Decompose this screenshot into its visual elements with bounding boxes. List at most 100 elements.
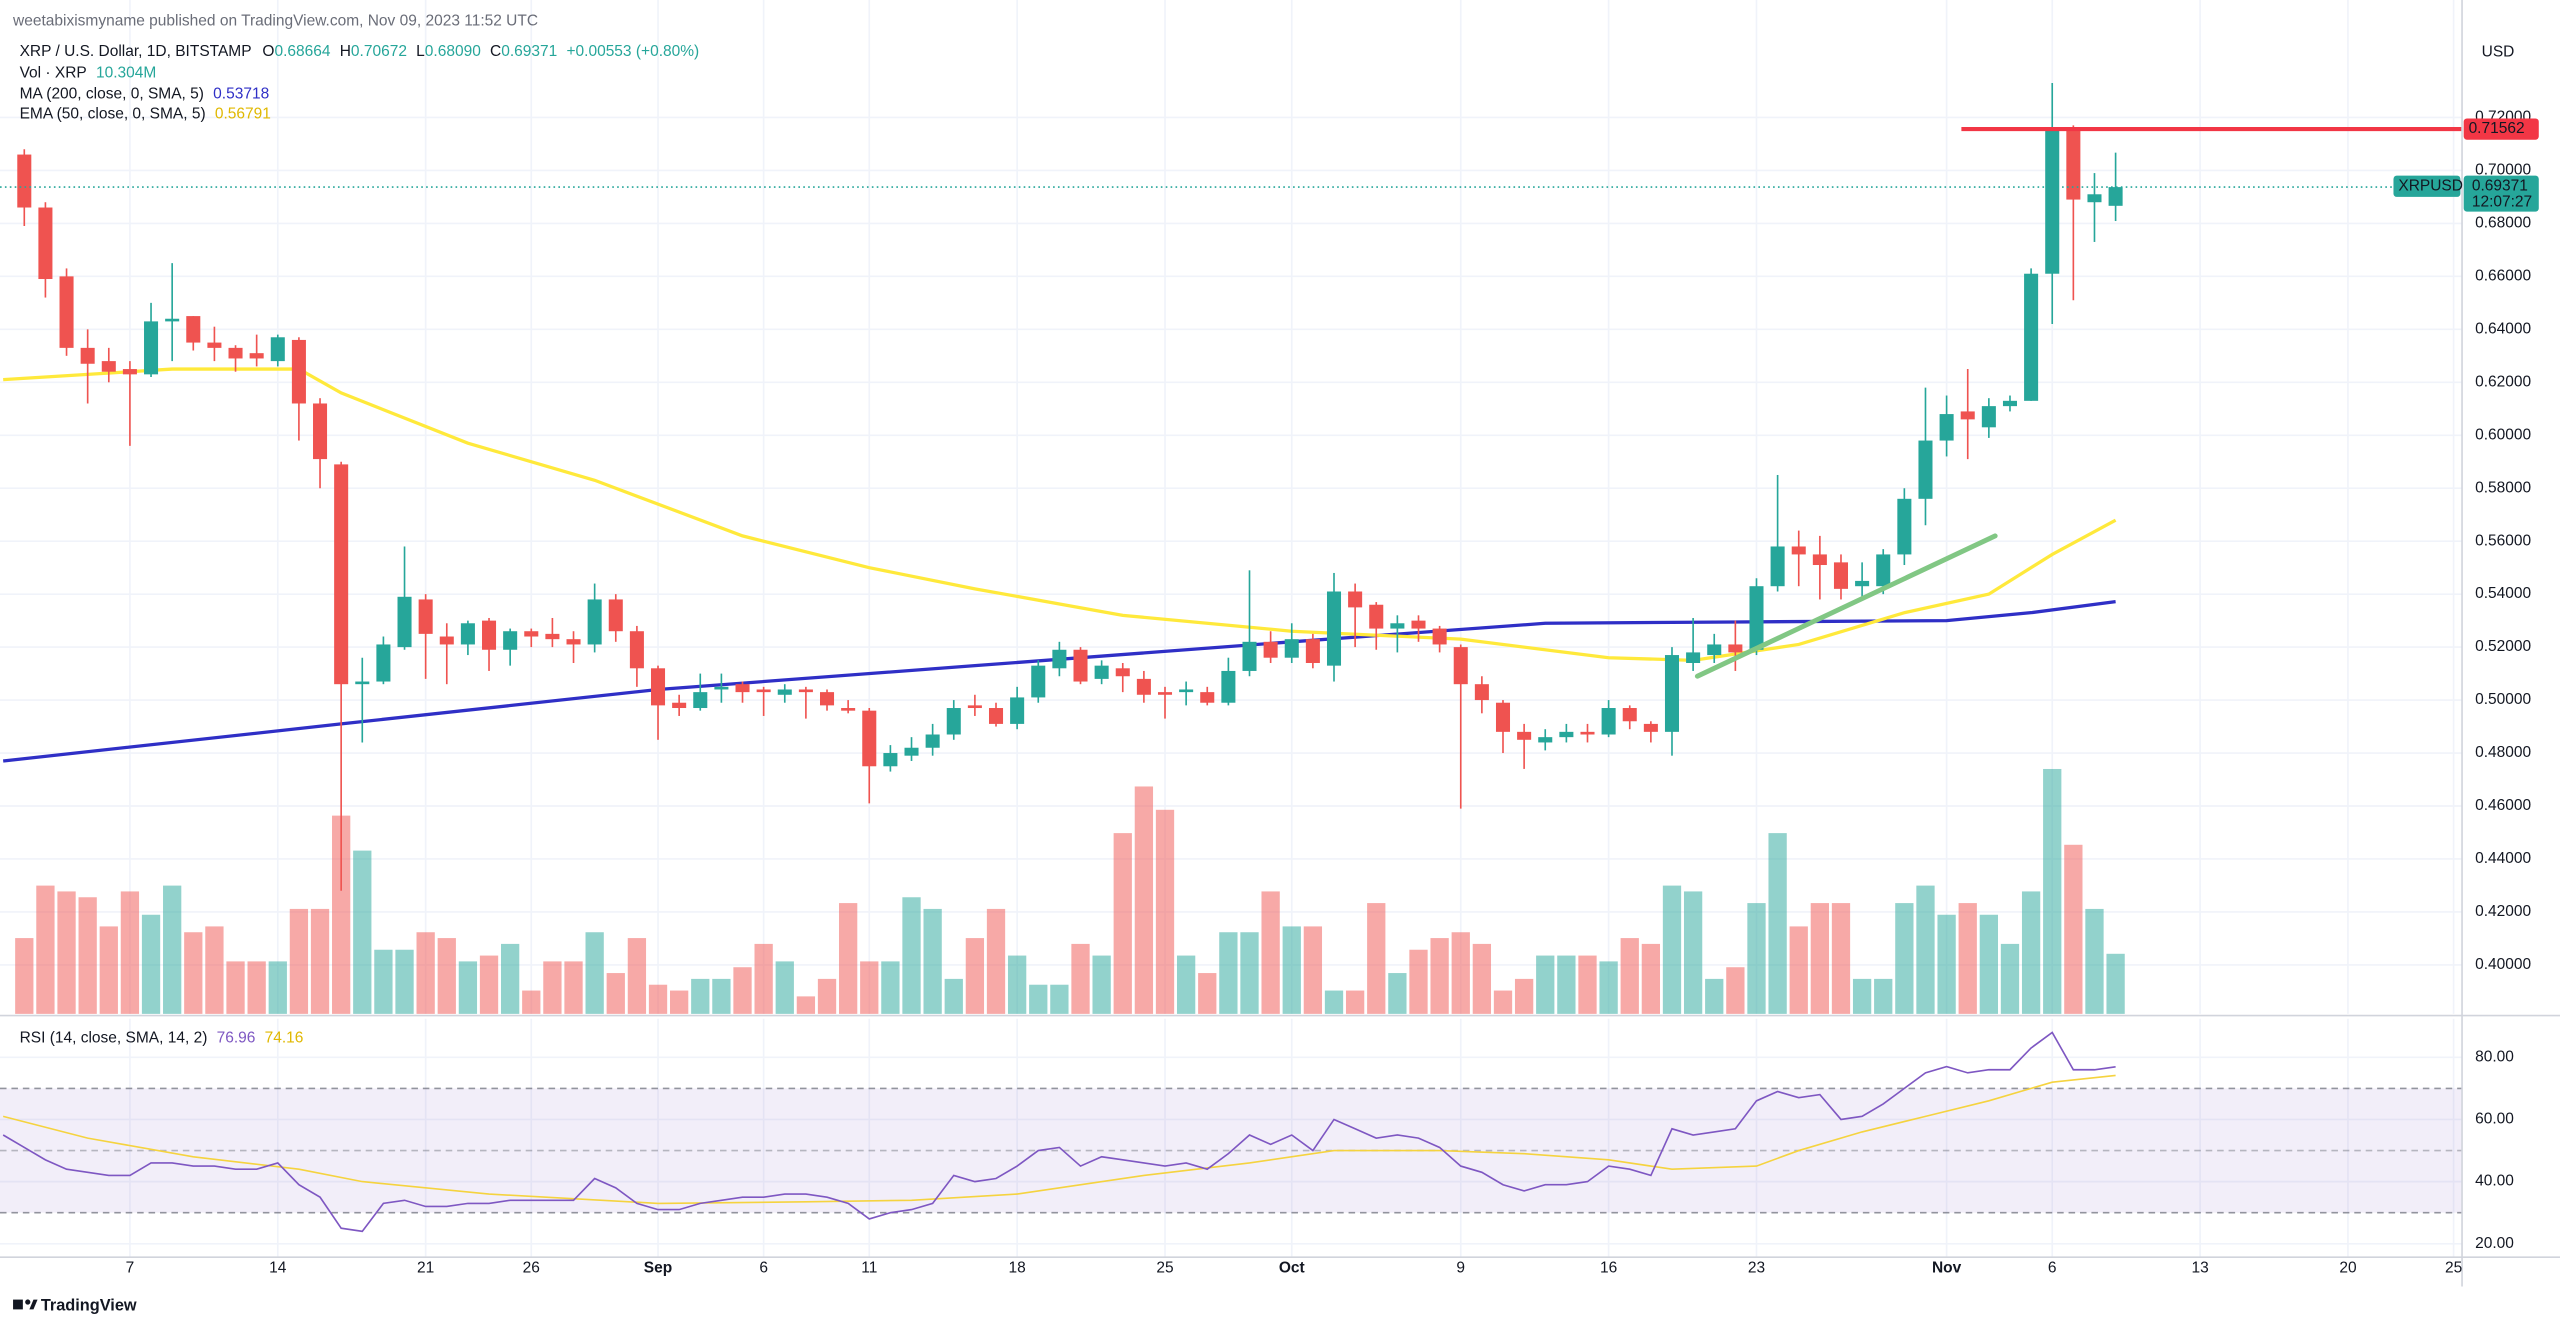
candle-body xyxy=(439,636,454,645)
candle-body xyxy=(1643,723,1658,732)
volume-bar xyxy=(395,949,414,1014)
legend-volume: Vol · XRP 10.304M xyxy=(20,65,157,82)
candle-body xyxy=(17,154,32,208)
x-tick-label: Sep xyxy=(644,1260,672,1277)
symbol-box xyxy=(2393,175,2461,197)
brand-name: TradingView xyxy=(41,1296,137,1314)
y-tick-label: 20.00 xyxy=(2475,1235,2514,1252)
candle-body xyxy=(1200,692,1215,703)
candle-body xyxy=(967,705,982,709)
volume-bar xyxy=(437,938,456,1014)
x-tick-label: 11 xyxy=(861,1260,877,1277)
volume-bar xyxy=(1493,990,1513,1014)
candle-body xyxy=(1664,655,1680,732)
last-price-box xyxy=(2463,175,2539,212)
volume-bar xyxy=(2064,844,2083,1014)
legend-value: 0.56791 xyxy=(215,105,271,122)
volume-bar xyxy=(606,973,625,1014)
volume-bar xyxy=(205,926,224,1014)
candle-body xyxy=(334,464,349,685)
logo-part xyxy=(29,1299,38,1310)
volume-bar xyxy=(2043,768,2062,1014)
candle-body xyxy=(2045,128,2060,274)
candle-body xyxy=(946,708,961,735)
candle-body xyxy=(503,631,518,650)
ohlc-key: O xyxy=(262,43,274,60)
volume-bar xyxy=(2085,908,2104,1014)
volume-bar xyxy=(817,978,837,1014)
legend-ma: MA (200, close, 0, SMA, 5) 0.53718 xyxy=(20,86,270,103)
candle-body xyxy=(1812,554,1827,566)
x-tick-label: 25 xyxy=(2445,1260,2462,1277)
y-tick-label: 80.00 xyxy=(2475,1048,2514,1065)
legend-name: MA (200, close, 0, SMA, 5) xyxy=(20,86,204,103)
volume-bar xyxy=(838,903,858,1014)
price-label: 0.71562 xyxy=(2469,120,2525,137)
publisher: weetabixismyname published on TradingVie… xyxy=(12,12,538,29)
volume-bar xyxy=(1430,938,1449,1014)
legend-value: 76.96 xyxy=(217,1029,256,1046)
y-tick-label: 0.68000 xyxy=(2475,215,2531,232)
volume-bar xyxy=(1810,903,1830,1014)
volume-bar xyxy=(374,949,393,1014)
candle-body xyxy=(355,681,370,685)
y-tick-label: 0.50000 xyxy=(2475,691,2531,708)
candle-body xyxy=(1876,554,1891,587)
volume-bar xyxy=(479,955,499,1014)
y-tick-label: 0.42000 xyxy=(2475,903,2531,920)
candle-body xyxy=(313,403,328,460)
volume-bar xyxy=(141,914,161,1014)
candle-body xyxy=(1031,665,1046,698)
candle-body xyxy=(2108,187,2123,206)
candle-body xyxy=(270,337,285,362)
legend-ema: EMA (50, close, 0, SMA, 5) 0.56791 xyxy=(20,105,271,122)
volume-bar xyxy=(1662,885,1682,1014)
volume-bar xyxy=(1261,891,1280,1014)
candle-body xyxy=(38,207,53,280)
candle-body xyxy=(122,369,137,375)
candle-body xyxy=(1939,414,1954,441)
x-tick-label: 16 xyxy=(1600,1260,1617,1277)
candle-body xyxy=(59,276,74,348)
candle-body xyxy=(165,318,180,322)
legend-main: XRP / U.S. Dollar, 1D, BITSTAMP O0.68664… xyxy=(20,43,700,60)
volume-bar xyxy=(310,908,330,1014)
ohlc-value: 0.69371 xyxy=(501,43,557,60)
volume-bar xyxy=(15,938,34,1014)
volume-bar xyxy=(1599,961,1618,1014)
volume-bar xyxy=(1789,926,1808,1014)
volume-bar xyxy=(902,897,921,1014)
candle-body xyxy=(1432,628,1447,645)
overlay-layer xyxy=(0,127,2463,679)
volume-bar xyxy=(1367,903,1386,1014)
volume-bar xyxy=(1874,978,1893,1014)
volume-bar xyxy=(1282,926,1301,1014)
logo-part xyxy=(13,1299,23,1310)
candle-body xyxy=(1897,498,1912,555)
volume-bar xyxy=(247,961,266,1014)
y-tick-label: 40.00 xyxy=(2475,1173,2514,1190)
legend-value: 10.304M xyxy=(96,65,156,82)
x-tick-label: Oct xyxy=(1279,1260,1305,1277)
candle-body xyxy=(883,753,898,767)
candle-body xyxy=(460,623,475,645)
ohlc-value: 0.68090 xyxy=(425,43,481,60)
volume-bar xyxy=(1958,903,1977,1014)
candle-body xyxy=(545,633,560,640)
volume-bar xyxy=(1620,938,1639,1014)
volume-bar xyxy=(775,961,794,1014)
ohlc-value: 0.70672 xyxy=(351,43,407,60)
candle-body xyxy=(925,734,940,748)
x-tick-label: 18 xyxy=(1009,1260,1026,1277)
axis-layer: 7 14 21 26 Sep 6 11 18 25 Oct 9 16 23 Nov 6 13 20 25 0.400… xyxy=(126,109,2539,1277)
candle-body xyxy=(228,347,243,359)
y-tick-label: 0.48000 xyxy=(2475,744,2531,761)
candle-body xyxy=(1326,591,1342,666)
candle-body xyxy=(798,689,813,693)
candle-body xyxy=(144,321,159,375)
volume-bar xyxy=(163,885,182,1014)
x-tick-label: 13 xyxy=(2191,1260,2208,1277)
